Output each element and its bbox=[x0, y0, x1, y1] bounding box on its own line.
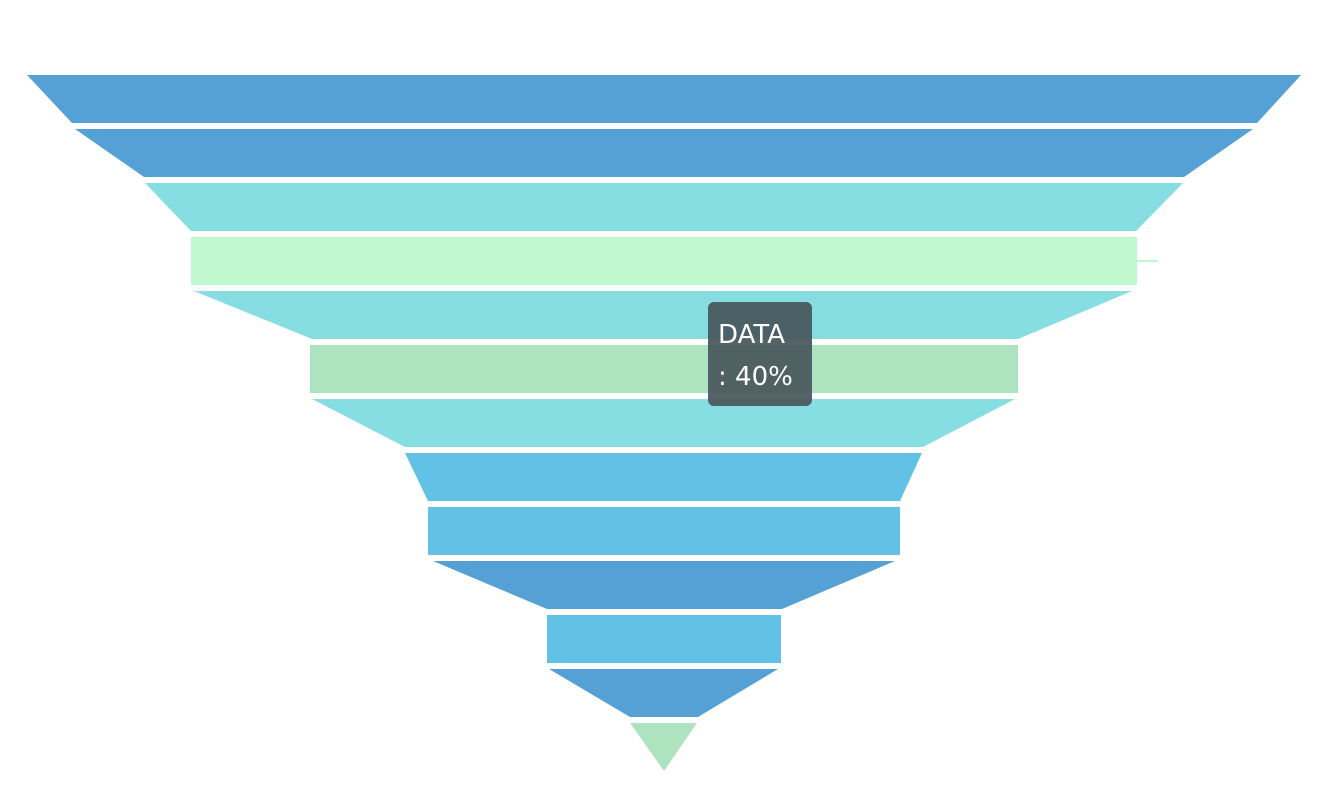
funnel-segment-2[interactable] bbox=[75, 129, 1253, 177]
funnel-segment-4[interactable] bbox=[191, 237, 1137, 285]
funnel-segment-1[interactable] bbox=[27, 75, 1301, 123]
tooltip-value: : 40% bbox=[718, 362, 793, 392]
funnel-segment-9[interactable] bbox=[428, 507, 900, 555]
funnel-segment-3[interactable] bbox=[145, 183, 1183, 231]
funnel-segment-5[interactable] bbox=[194, 291, 1132, 339]
funnel-segment-13[interactable] bbox=[630, 723, 697, 771]
funnel-segment-6[interactable] bbox=[310, 345, 1018, 393]
data-tooltip: DATA : 40% bbox=[708, 302, 812, 406]
tooltip-label: DATA bbox=[718, 320, 785, 350]
funnel-segment-8[interactable] bbox=[405, 453, 922, 501]
funnel-segment-11[interactable] bbox=[547, 615, 781, 663]
funnel-segment-7[interactable] bbox=[312, 399, 1015, 447]
funnel-segment-12[interactable] bbox=[549, 669, 778, 717]
funnel-segment-10[interactable] bbox=[433, 561, 895, 609]
